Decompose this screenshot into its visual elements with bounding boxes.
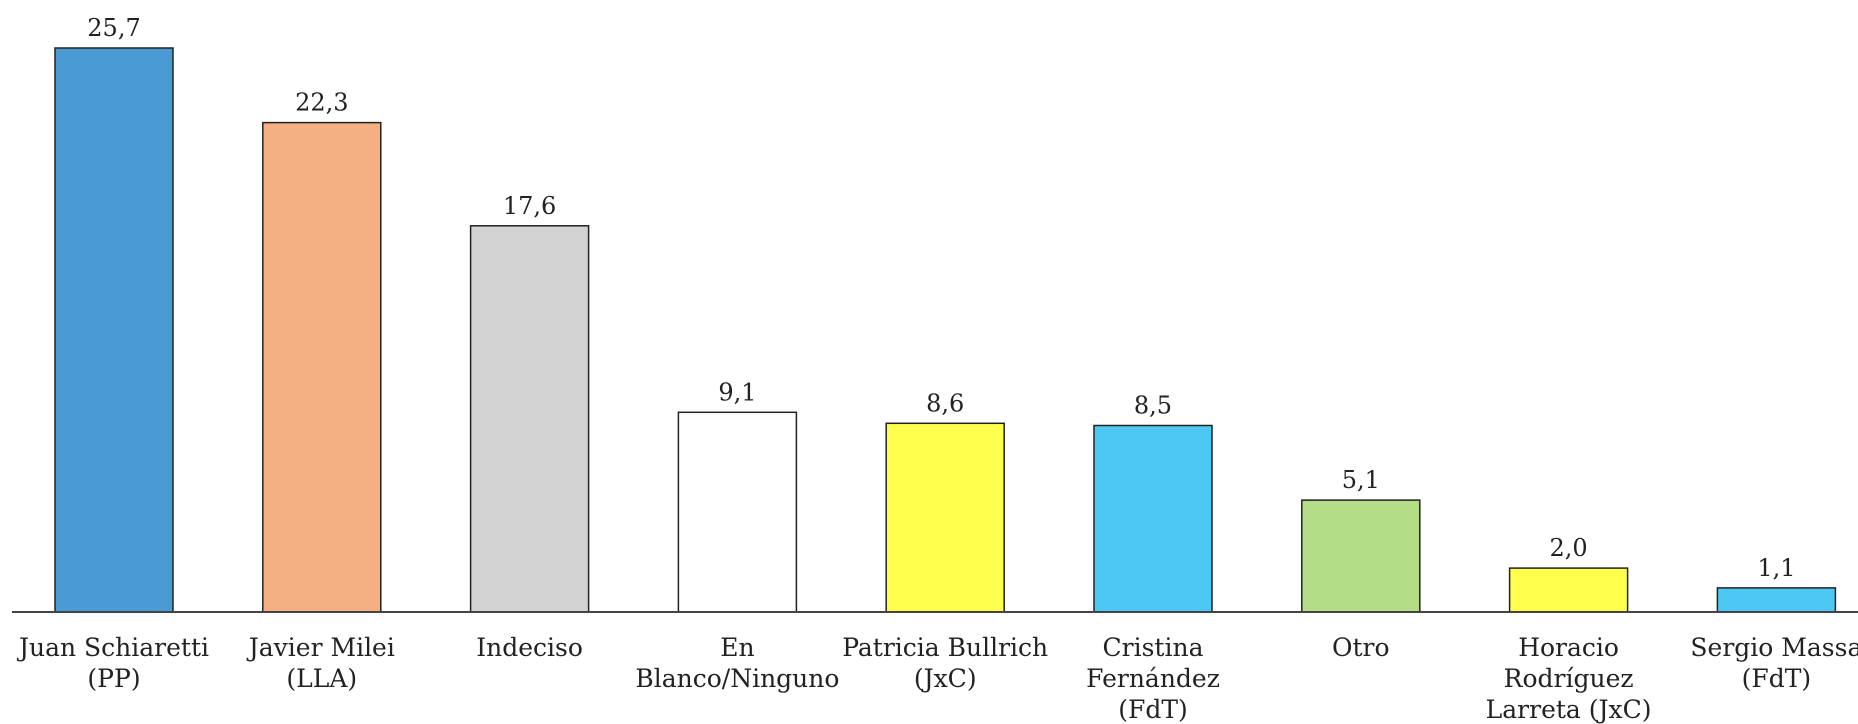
category-label-7: Horacio Rodríguez Larreta (JxC) <box>1486 633 1652 724</box>
category-label-7-line-1: Rodríguez <box>1504 664 1634 693</box>
category-label-7-line-2: Larreta (JxC) <box>1486 695 1652 724</box>
bar-8 <box>1716 587 1837 613</box>
category-label-6: Otro <box>1332 633 1390 662</box>
bars-group <box>54 47 1837 613</box>
category-labels-group: Juan Schiaretti (PP) Javier Milei (LLA) Inde… <box>16 633 1858 724</box>
category-label-3: En Blanco/Ninguno <box>635 633 839 693</box>
category-label-4: Patricia Bullrich (JxC) <box>842 633 1048 693</box>
value-label-8: 1,1 <box>1757 554 1795 582</box>
bar-1 <box>262 121 382 613</box>
category-label-5-line-0: Cristina <box>1103 633 1204 662</box>
category-label-3-line-0: En <box>720 633 754 662</box>
category-label-8: Sergio Massa (FdT) <box>1690 633 1858 693</box>
category-label-5-line-1: Fernández <box>1086 664 1220 693</box>
bar-4 <box>885 422 1005 613</box>
category-label-1: Javier Milei (LLA) <box>246 633 395 693</box>
bar-5 <box>1093 424 1213 613</box>
category-label-8-line-1: (FdT) <box>1742 664 1812 693</box>
value-label-6: 5,1 <box>1342 466 1380 494</box>
value-labels-group: 25,7 22,3 17,6 9,1 8,6 8,5 5,1 2,0 1,1 <box>87 14 1795 582</box>
value-label-7: 2,0 <box>1550 534 1588 562</box>
value-label-3: 9,1 <box>718 378 756 406</box>
category-label-1-line-0: Javier Milei <box>246 633 395 662</box>
category-label-7-line-0: Horacio <box>1518 633 1619 662</box>
category-label-2-line-0: Indeciso <box>476 633 583 662</box>
bar-3 <box>677 411 798 613</box>
category-label-5: Cristina Fernández (FdT) <box>1086 633 1220 724</box>
category-label-3-line-1: Blanco/Ninguno <box>635 664 839 693</box>
bar-7 <box>1508 567 1629 613</box>
category-label-5-line-2: (FdT) <box>1118 695 1188 724</box>
category-label-8-line-0: Sergio Massa <box>1690 633 1858 662</box>
category-label-0-line-1: (PP) <box>87 664 140 693</box>
category-label-0: Juan Schiaretti (PP) <box>16 633 209 693</box>
value-label-5: 8,5 <box>1134 392 1172 420</box>
category-label-4-line-0: Patricia Bullrich <box>842 633 1048 662</box>
category-label-4-line-1: (JxC) <box>914 664 977 693</box>
value-label-1: 22,3 <box>295 89 348 117</box>
bar-2 <box>469 225 590 613</box>
value-label-0: 25,7 <box>87 14 140 42</box>
category-label-6-line-0: Otro <box>1332 633 1390 662</box>
bar-0 <box>54 47 174 613</box>
value-label-4: 8,6 <box>926 389 964 417</box>
value-label-2: 17,6 <box>503 192 556 220</box>
category-label-1-line-1: (LLA) <box>286 664 357 693</box>
bar-6 <box>1301 499 1421 613</box>
category-label-0-line-0: Juan Schiaretti <box>16 633 209 662</box>
category-label-2: Indeciso <box>476 633 583 662</box>
